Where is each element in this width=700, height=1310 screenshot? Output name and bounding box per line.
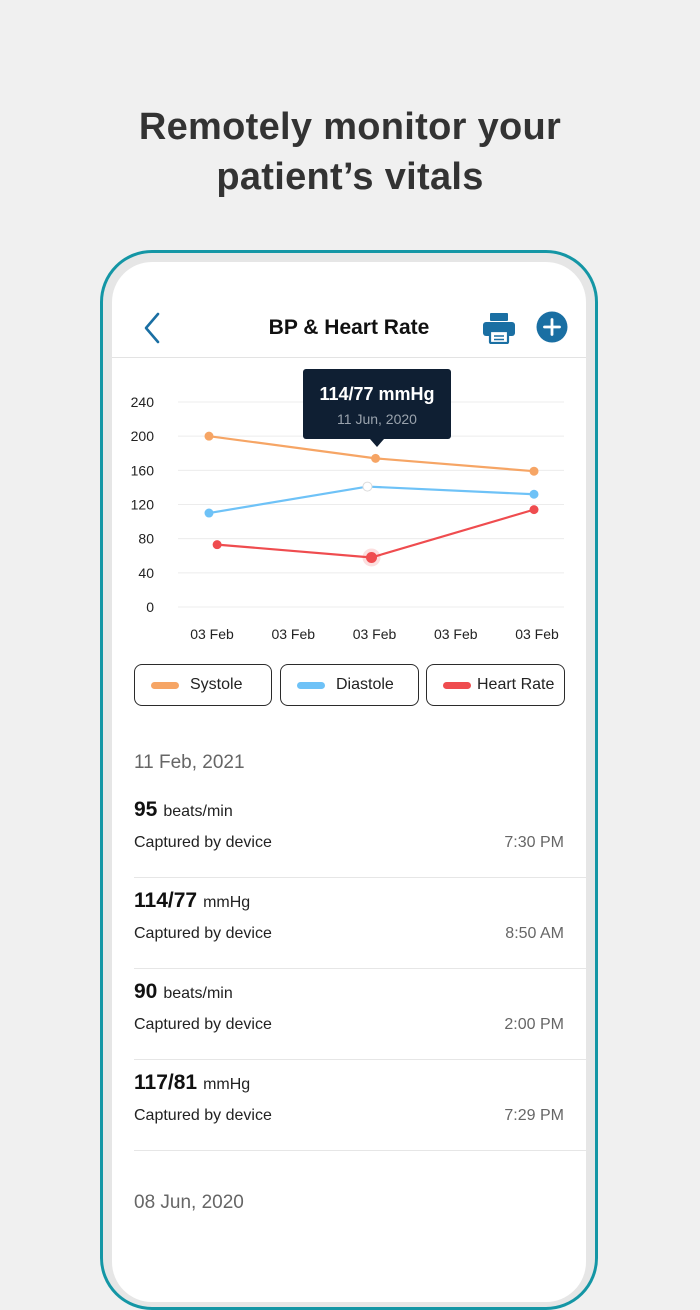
tooltip-box <box>303 369 451 439</box>
page-title: BP & Heart Rate <box>268 316 430 339</box>
reading-value: 114/77 <box>134 889 198 912</box>
headline-line-1: Remotely monitor your <box>138 106 562 148</box>
reading-row[interactable]: 90 beats/min Captured by device 2:00 PM <box>134 968 586 1060</box>
legend-systole-label: Systole <box>190 676 243 693</box>
data-point <box>204 431 214 441</box>
reading-time: 2:00 PM <box>504 1016 564 1033</box>
y-tick-label: 160 <box>131 462 155 478</box>
data-point <box>529 505 539 515</box>
legend-diastole[interactable]: Diastole <box>280 664 419 706</box>
reading-unit: beats/min <box>163 985 233 1002</box>
y-tick-label: 40 <box>138 565 154 581</box>
data-point <box>529 466 539 476</box>
y-tick-label: 0 <box>146 599 154 615</box>
printer-icon <box>483 313 515 345</box>
reading-unit: beats/min <box>163 803 233 820</box>
reading-time: 7:30 PM <box>504 834 564 851</box>
reading-value: 117/81 <box>134 1071 198 1094</box>
reading-source: Captured by device <box>134 925 272 942</box>
reading-unit: mmHg <box>203 1076 251 1093</box>
print-button[interactable] <box>482 312 516 345</box>
reading-source: Captured by device <box>134 1016 272 1033</box>
data-point <box>529 489 539 499</box>
x-tick-label: 03 Feb <box>353 626 397 642</box>
headline: Remotely monitor your patient’s vitals <box>0 102 700 202</box>
legend-diastole-label: Diastole <box>336 676 394 693</box>
legend-systole[interactable]: Systole <box>134 664 272 706</box>
systole-swatch <box>151 682 179 689</box>
date-header: 08 Jun, 2020 <box>134 1192 244 1213</box>
reading-time: 8:50 AM <box>505 925 564 942</box>
data-point <box>212 540 222 550</box>
vitals-chart: 240 200 160 120 80 40 0 03 Feb 03 Feb 03 Feb 03 Fe… <box>131 369 564 642</box>
data-point <box>366 551 377 563</box>
series-line-systole <box>208 435 535 473</box>
data-point <box>362 481 373 492</box>
series-line-diastole <box>208 485 535 515</box>
heart-rate-swatch <box>443 682 471 689</box>
date-header: 11 Feb, 2021 <box>134 752 245 773</box>
headline-line-2: patient’s vitals <box>216 156 484 198</box>
diastole-swatch <box>297 682 325 689</box>
x-tick-label: 03 Feb <box>190 626 234 642</box>
data-point <box>371 453 381 463</box>
chevron-left-icon <box>144 312 160 344</box>
reading-value: 95 <box>134 798 158 821</box>
reading-row[interactable]: 114/77 mmHg Captured by device 8:50 AM <box>134 877 586 969</box>
plus-circle-icon <box>536 311 568 343</box>
app-screen: BP & Heart Rate 240 200 160 120 80 40 0 03 Feb 0… <box>112 262 586 1302</box>
tooltip-date: 11 Jun, 2020 <box>337 411 417 427</box>
tooltip-pointer <box>370 439 384 447</box>
reading-source: Captured by device <box>134 1107 272 1124</box>
legend-heart-rate[interactable]: Heart Rate <box>426 664 565 706</box>
x-tick-label: 03 Feb <box>515 626 559 642</box>
add-reading-button[interactable] <box>536 311 568 343</box>
tooltip-value: 114/77 mmHg <box>319 384 434 404</box>
top-bar: BP & Heart Rate <box>112 262 586 358</box>
back-button[interactable] <box>140 310 166 346</box>
reading-row[interactable]: 117/81 mmHg Captured by device 7:29 PM <box>134 1059 586 1151</box>
x-tick-label: 03 Feb <box>434 626 478 642</box>
y-tick-label: 240 <box>131 394 155 410</box>
x-tick-label: 03 Feb <box>271 626 315 642</box>
legend-heart-rate-label: Heart Rate <box>477 676 555 693</box>
data-point <box>204 508 214 518</box>
y-tick-label: 120 <box>131 497 155 513</box>
reading-unit: mmHg <box>203 894 251 911</box>
reading-time: 7:29 PM <box>504 1107 564 1124</box>
reading-value: 90 <box>134 980 158 1003</box>
y-tick-label: 80 <box>138 531 154 547</box>
y-tick-label: 200 <box>131 428 155 444</box>
reading-source: Captured by device <box>134 834 272 851</box>
reading-row[interactable]: 95 beats/min Captured by device 7:30 PM <box>134 786 586 878</box>
